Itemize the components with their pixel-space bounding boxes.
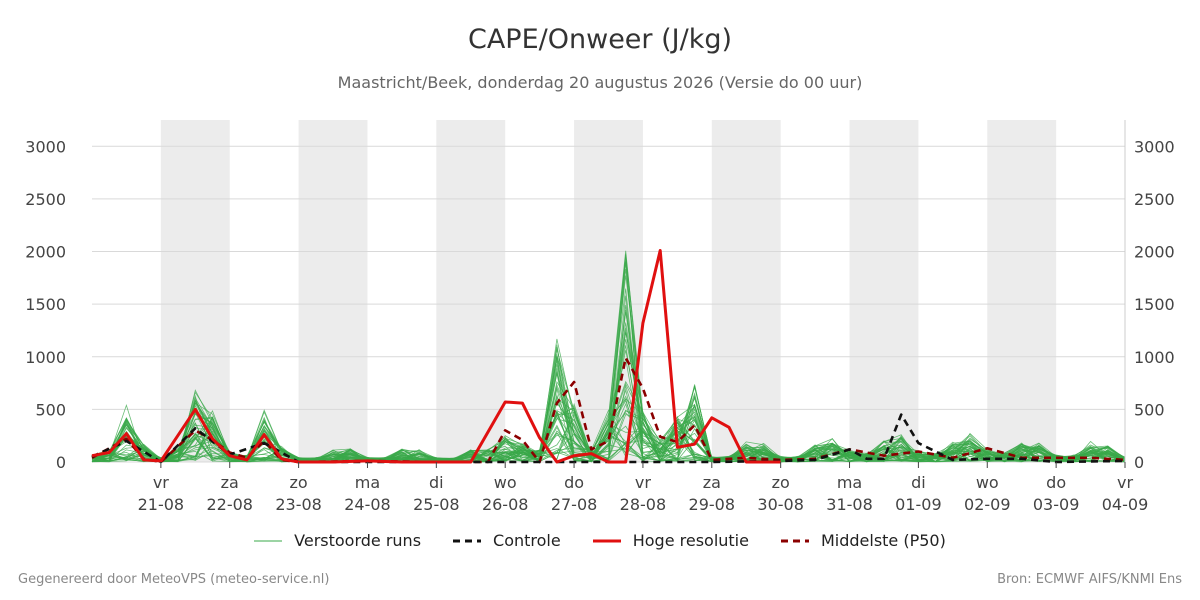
x-tick-date: 31-08 [826,495,873,514]
x-tick-day: za [221,473,239,492]
ensemble-run-line [91,295,1126,463]
y-tick-label-right: 1000 [1134,348,1175,367]
x-tick-day: di [429,473,444,492]
series-line-middelste-p50 [91,356,1126,464]
x-tick-day: zo [772,473,790,492]
x-tick-date: 03-09 [1033,495,1080,514]
x-tick-day: ma [355,473,380,492]
y-tick-label-left: 2500 [25,190,66,209]
ensemble-run-line [91,254,1126,463]
x-tick-date: 02-09 [964,495,1011,514]
shade-band [436,120,506,462]
y-tick-label-right: 0 [1134,453,1144,472]
x-tick-day: wo [494,473,517,492]
series-line-hoge-resolutie [91,249,781,464]
y-tick-label-left: 1000 [25,348,66,367]
y-tick-label-left: 1500 [25,295,66,314]
legend-item: Controle [453,531,561,550]
shade-band [849,120,919,462]
x-tick-day: ma [837,473,862,492]
legend-swatch [592,539,621,542]
y-tick-label-right: 1500 [1134,295,1175,314]
legend: Verstoorde runs Controle Hoge resolutie Mid… [0,531,1200,550]
x-tick-day: vr [1117,473,1133,492]
y-tick-label-left: 0 [56,453,66,472]
x-tick-date: 21-08 [138,495,185,514]
footer-source: Bron: ECMWF AIFS/KNMI Ens [997,572,1182,587]
x-tick-date: 29-08 [689,495,736,514]
x-tick-date: 22-08 [206,495,253,514]
y-tick-label-right: 3000 [1134,137,1175,156]
x-tick-date: 23-08 [275,495,322,514]
legend-label: Verstoorde runs [294,531,422,550]
y-tick-label-right: 2000 [1134,243,1175,262]
x-tick-date: 24-08 [344,495,391,514]
x-tick-date: 28-08 [620,495,667,514]
shade-band [987,120,1057,462]
chart-subtitle: Maastricht/Beek, donderdag 20 augustus 2… [337,73,863,92]
legend-swatch [254,540,283,541]
x-tick-date: 26-08 [482,495,529,514]
x-tick-date: 27-08 [551,495,598,514]
shade-band [298,120,368,462]
x-tick-day: do [564,473,584,492]
y-tick-label-right: 500 [1134,400,1165,419]
x-tick-day: vr [635,473,651,492]
x-tick-day: do [1046,473,1066,492]
legend-label: Controle [493,531,561,550]
legend-item: Verstoorde runs [254,531,421,550]
legend-label: Middelste (P50) [820,531,946,550]
legend-item: Hoge resolutie [592,531,749,550]
x-tick-day: za [703,473,721,492]
legend-item: Middelste (P50) [780,531,946,550]
x-tick-date: 01-09 [895,495,942,514]
x-tick-date: 25-08 [413,495,460,514]
y-tick-label-right: 2500 [1134,190,1175,209]
x-tick-day: zo [290,473,308,492]
axes: 0 0 500 500 1000 1000 1500 1500 2000 2000 2500 2500… [25,120,1175,514]
legend-label: Hoge resolutie [632,531,749,550]
x-tick-date: 30-08 [757,495,804,514]
footer-generated-by: Gegenereerd door MeteoVPS (meteo-service… [18,572,330,587]
x-tick-day: di [911,473,926,492]
legend-swatch [453,539,482,542]
weekend-shading [160,120,1057,462]
y-tick-label-left: 3000 [25,137,66,156]
ensemble-run-line [91,309,1126,463]
chart-title: CAPE/Onweer (J/kg) [467,24,732,55]
x-tick-date: 04-09 [1102,495,1149,514]
x-tick-day: vr [153,473,169,492]
x-tick-day: wo [976,473,999,492]
y-tick-label-left: 2000 [25,243,66,262]
main-series [91,249,1126,464]
legend-swatch [780,539,809,542]
shade-band [711,120,781,462]
y-tick-label-left: 500 [35,400,66,419]
